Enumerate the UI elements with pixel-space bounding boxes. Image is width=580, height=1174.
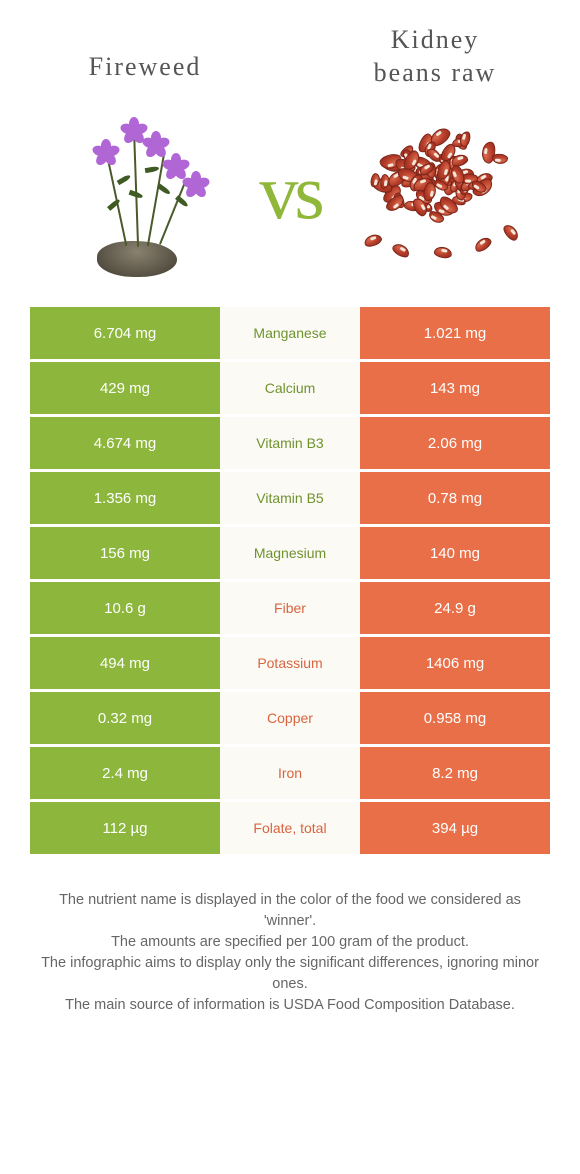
right-value: 0.958 mg xyxy=(360,692,550,744)
kidney-beans-illustration xyxy=(353,122,533,262)
right-value: 140 mg xyxy=(360,527,550,579)
nutrient-name: Iron xyxy=(220,747,360,799)
images-row: vs xyxy=(0,107,580,277)
left-value: 1.356 mg xyxy=(30,472,220,524)
right-value: 24.9 g xyxy=(360,582,550,634)
table-row: 429 mgCalcium143 mg xyxy=(30,362,550,414)
table-row: 4.674 mgVitamin B32.06 mg xyxy=(30,417,550,469)
left-value: 494 mg xyxy=(30,637,220,689)
vs-label: vs xyxy=(253,147,326,237)
footer-notes: The nutrient name is displayed in the co… xyxy=(36,890,544,1016)
left-value: 429 mg xyxy=(30,362,220,414)
nutrient-name: Copper xyxy=(220,692,360,744)
left-value: 6.704 mg xyxy=(30,307,220,359)
left-value: 0.32 mg xyxy=(30,692,220,744)
table-row: 2.4 mgIron8.2 mg xyxy=(30,747,550,799)
left-food-title: Fireweed xyxy=(0,24,290,82)
table-row: 6.704 mgManganese1.021 mg xyxy=(30,307,550,359)
right-food-image xyxy=(337,107,550,277)
footer-line: The infographic aims to display only the… xyxy=(36,953,544,995)
table-row: 494 mgPotassium1406 mg xyxy=(30,637,550,689)
table-row: 0.32 mgCopper0.958 mg xyxy=(30,692,550,744)
nutrient-name: Vitamin B5 xyxy=(220,472,360,524)
table-row: 1.356 mgVitamin B50.78 mg xyxy=(30,472,550,524)
left-value: 4.674 mg xyxy=(30,417,220,469)
right-value: 0.78 mg xyxy=(360,472,550,524)
table-row: 156 mgMagnesium140 mg xyxy=(30,527,550,579)
left-value: 2.4 mg xyxy=(30,747,220,799)
left-value: 156 mg xyxy=(30,527,220,579)
comparison-table: 6.704 mgManganese1.021 mg429 mgCalcium14… xyxy=(30,307,550,854)
right-food-title: Kidneybeans raw xyxy=(290,24,580,89)
right-value: 8.2 mg xyxy=(360,747,550,799)
left-food-image xyxy=(30,107,243,277)
fireweed-illustration xyxy=(57,107,217,277)
nutrient-name: Potassium xyxy=(220,637,360,689)
right-value: 143 mg xyxy=(360,362,550,414)
nutrient-name: Folate, total xyxy=(220,802,360,854)
left-value: 10.6 g xyxy=(30,582,220,634)
nutrient-name: Fiber xyxy=(220,582,360,634)
header: Fireweed Kidneybeans raw xyxy=(0,0,580,89)
nutrient-name: Vitamin B3 xyxy=(220,417,360,469)
footer-line: The amounts are specified per 100 gram o… xyxy=(36,932,544,953)
nutrient-name: Calcium xyxy=(220,362,360,414)
footer-line: The nutrient name is displayed in the co… xyxy=(36,890,544,932)
nutrient-name: Manganese xyxy=(220,307,360,359)
right-value: 394 µg xyxy=(360,802,550,854)
right-value: 2.06 mg xyxy=(360,417,550,469)
right-value: 1.021 mg xyxy=(360,307,550,359)
nutrient-name: Magnesium xyxy=(220,527,360,579)
left-value: 112 µg xyxy=(30,802,220,854)
table-row: 112 µgFolate, total394 µg xyxy=(30,802,550,854)
right-value: 1406 mg xyxy=(360,637,550,689)
footer-line: The main source of information is USDA F… xyxy=(36,995,544,1016)
table-row: 10.6 gFiber24.9 g xyxy=(30,582,550,634)
